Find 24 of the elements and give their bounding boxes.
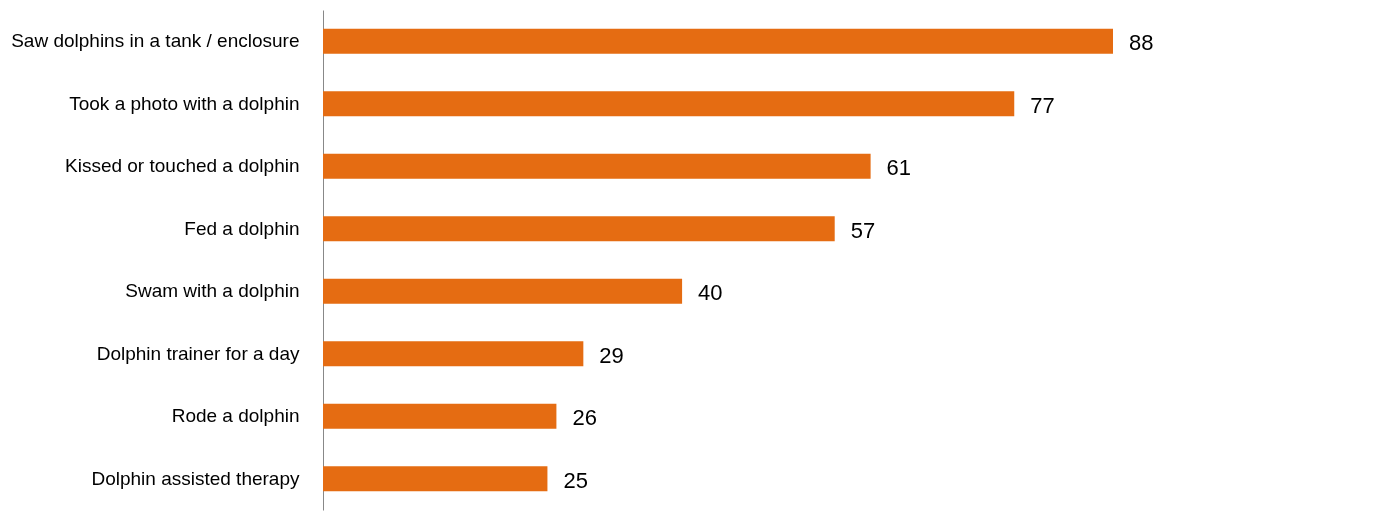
data-label: 25 — [563, 467, 588, 493]
bar — [323, 216, 835, 242]
bar — [323, 341, 584, 367]
data-label: 29 — [599, 342, 624, 368]
bar — [323, 403, 557, 429]
y-tick-label: Dolphin trainer for a day — [96, 342, 300, 364]
bar — [323, 28, 1113, 54]
bar — [323, 91, 1015, 117]
y-tick-label: Rode a dolphin — [171, 405, 300, 427]
y-tick-label: Saw dolphins in a tank / enclosure — [11, 30, 300, 52]
data-label: 26 — [572, 405, 597, 431]
data-label: 57 — [850, 217, 876, 243]
bar — [323, 466, 548, 492]
y-tick-label: Took a photo with a dolphin — [69, 92, 300, 114]
data-label: 77 — [1030, 92, 1055, 118]
bar — [323, 278, 683, 304]
y-tick-label: Fed a dolphin — [184, 217, 300, 239]
data-label: 88 — [1129, 30, 1154, 56]
bar — [323, 153, 871, 179]
y-tick-label: Kissed or touched a dolphin — [65, 155, 300, 177]
y-tick-label: Dolphin assisted therapy — [91, 467, 300, 489]
data-label: 61 — [886, 155, 912, 181]
data-label: 40 — [698, 280, 723, 306]
y-tick-label: Swam with a dolphin — [125, 280, 300, 302]
